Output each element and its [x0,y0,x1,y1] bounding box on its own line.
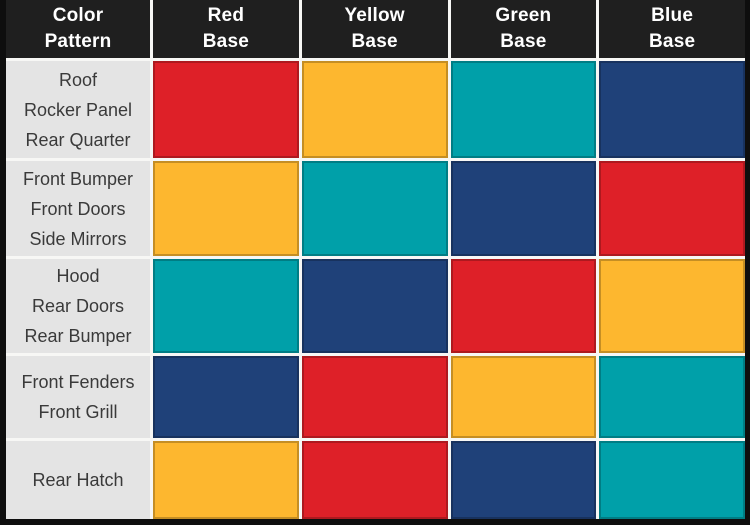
row-label-line: Front Grill [38,402,118,422]
color-swatch-navy [450,161,597,256]
header-text-line: Red [207,5,245,26]
header-blue-base: Blue Base [599,0,745,58]
color-swatch-red [301,356,448,438]
header-text-line: Base [351,31,398,52]
row-label-line: Rear Hatch [32,470,124,490]
row-label: Front Fenders Front Grill [6,356,150,438]
row-label-line: Rear Doors [31,296,125,316]
color-swatch-teal [450,61,597,158]
row-label-line: Front Doors [30,198,126,219]
color-swatch-red [599,161,745,256]
row-label-line: Hood [56,266,100,286]
header-green-base: Green Base [450,0,597,58]
color-swatch-navy [301,259,448,353]
color-swatch-red [153,61,299,158]
header-color-pattern: Color Pattern [6,0,150,58]
color-swatch-teal [599,441,745,519]
header-red-base: Red Base [153,0,299,58]
color-swatch-yellow [301,61,448,158]
color-swatch-teal [301,161,448,256]
color-swatch-red [450,259,597,353]
color-swatch-yellow [153,161,299,256]
row-label: Rear Hatch [6,441,150,519]
row-label-line: Side Mirrors [29,228,127,249]
color-swatch-yellow [450,356,597,438]
header-text-line: Yellow [344,5,405,26]
header-yellow-base: Yellow Base [301,0,448,58]
header-text-line: Base [500,31,547,52]
row-label: Roof Rocker Panel Rear Quarter [6,61,150,158]
header-text-line: Base [649,31,696,52]
color-swatch-teal [153,259,299,353]
row-label: Hood Rear Doors Rear Bumper [6,259,150,353]
row-label-line: Front Fenders [21,372,135,392]
row-label-line: Rear Bumper [24,326,132,346]
header-text-line: Green [495,5,552,26]
color-swatch-navy [599,61,745,158]
table-grid: Color Pattern Red Base Yellow Base Green Base Bl… [6,0,745,519]
header-text-line: Blue [651,5,694,26]
color-swatch-teal [599,356,745,438]
row-label-line: Front Bumper [22,168,134,189]
row-label-line: Rocker Panel [23,99,133,120]
color-swatch-yellow [153,441,299,519]
header-text-line: Pattern [44,31,112,52]
color-swatch-yellow [599,259,745,353]
row-label: Front Bumper Front Doors Side Mirrors [6,161,150,256]
row-label-line: Roof [58,69,98,90]
row-label-line: Rear Quarter [25,129,131,150]
color-swatch-navy [153,356,299,438]
header-text-line: Color [52,5,104,26]
header-text-line: Base [202,31,249,52]
color-swatch-red [301,441,448,519]
color-swatch-navy [450,441,597,519]
